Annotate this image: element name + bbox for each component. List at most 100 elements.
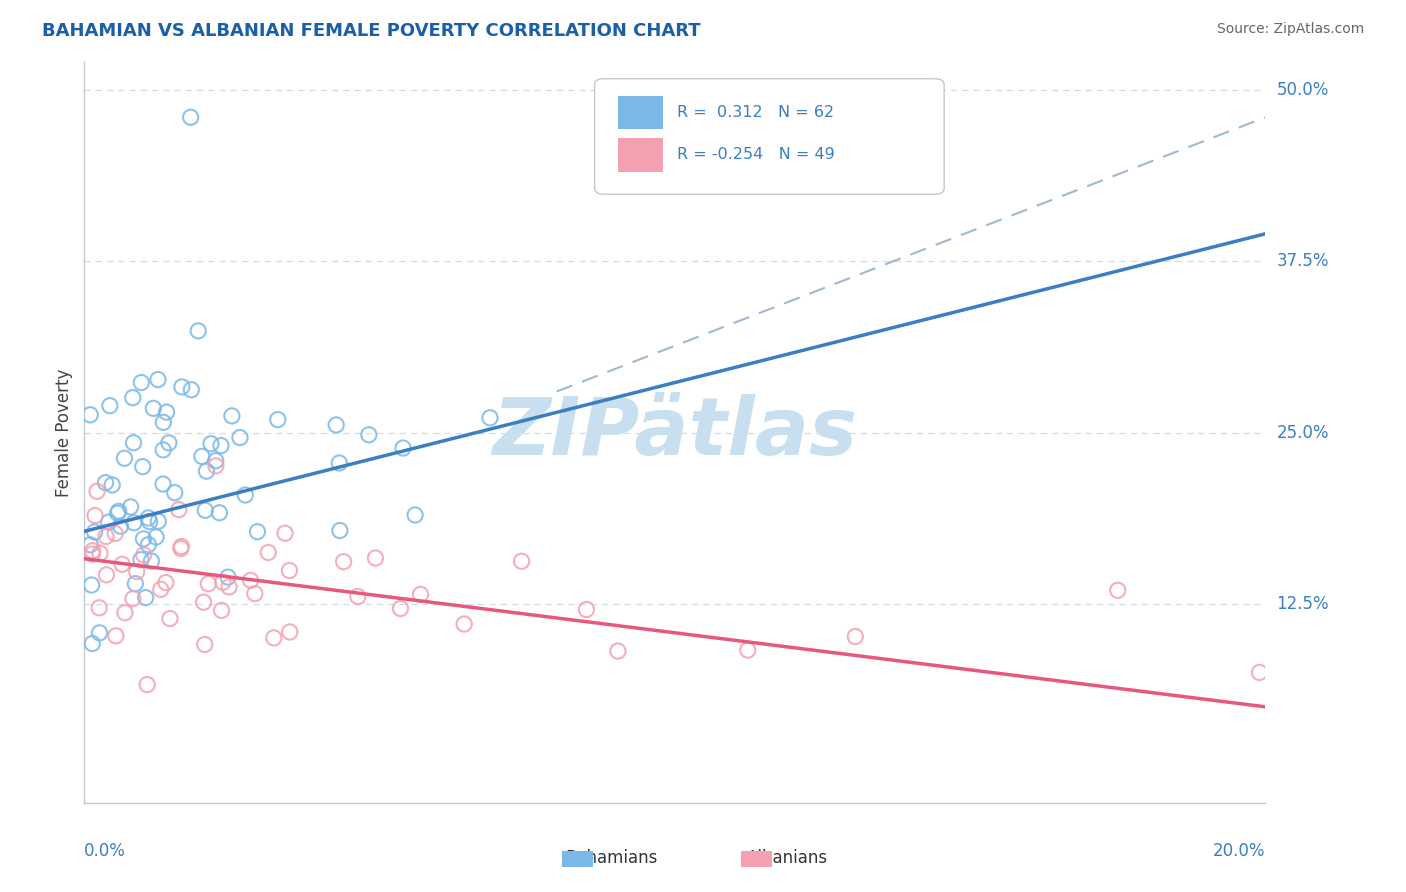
- Point: [152, 477, 174, 491]
- Point: [737, 643, 759, 657]
- Point: [606, 644, 628, 658]
- Point: [328, 456, 350, 470]
- Point: [157, 436, 180, 450]
- Point: [1107, 583, 1129, 598]
- Point: [83, 524, 105, 539]
- Point: [844, 630, 866, 644]
- Point: [274, 526, 297, 541]
- Point: [112, 451, 135, 466]
- Point: [82, 543, 104, 558]
- Point: [364, 551, 387, 566]
- Point: [229, 431, 252, 445]
- Point: [409, 587, 432, 601]
- Point: [243, 587, 266, 601]
- Point: [211, 603, 233, 617]
- Point: [170, 540, 193, 554]
- Point: [145, 530, 167, 544]
- Point: [94, 475, 117, 490]
- Point: [79, 538, 101, 552]
- Point: [194, 503, 217, 517]
- Point: [89, 546, 111, 560]
- Point: [180, 110, 202, 124]
- Point: [97, 515, 120, 529]
- Text: 37.5%: 37.5%: [1277, 252, 1329, 270]
- Point: [204, 454, 226, 468]
- FancyBboxPatch shape: [619, 96, 664, 129]
- Point: [155, 575, 177, 590]
- Point: [132, 548, 155, 562]
- Point: [149, 582, 172, 597]
- Point: [80, 578, 103, 592]
- Point: [132, 532, 155, 546]
- Point: [94, 530, 117, 544]
- Point: [187, 324, 209, 338]
- Point: [575, 602, 598, 616]
- Point: [267, 412, 290, 426]
- Point: [389, 601, 412, 615]
- Point: [170, 380, 193, 394]
- Point: [120, 500, 142, 514]
- Point: [221, 409, 243, 423]
- Point: [212, 575, 235, 590]
- FancyBboxPatch shape: [619, 138, 664, 171]
- Text: 20.0%: 20.0%: [1213, 842, 1265, 860]
- Point: [121, 391, 143, 405]
- Point: [194, 638, 217, 652]
- Point: [138, 538, 160, 552]
- Point: [278, 564, 301, 578]
- Point: [170, 541, 193, 556]
- Point: [1249, 665, 1271, 680]
- Point: [205, 458, 228, 473]
- Point: [193, 595, 215, 609]
- Point: [111, 558, 134, 572]
- Point: [392, 441, 415, 455]
- Text: BAHAMIAN VS ALBANIAN FEMALE POVERTY CORRELATION CHART: BAHAMIAN VS ALBANIAN FEMALE POVERTY CORR…: [42, 22, 700, 40]
- Point: [208, 506, 231, 520]
- Point: [131, 376, 153, 390]
- Point: [479, 410, 502, 425]
- Point: [82, 636, 104, 650]
- Point: [98, 399, 121, 413]
- Point: [148, 514, 170, 528]
- Point: [239, 574, 262, 588]
- Point: [122, 516, 145, 530]
- Point: [159, 611, 181, 625]
- Point: [278, 624, 301, 639]
- Point: [155, 405, 177, 419]
- Point: [218, 580, 240, 594]
- Point: [329, 524, 352, 538]
- Point: [325, 417, 347, 432]
- Point: [191, 450, 214, 464]
- Point: [104, 629, 127, 643]
- Point: [152, 415, 174, 429]
- Point: [136, 511, 159, 525]
- Point: [122, 435, 145, 450]
- Point: [180, 383, 202, 397]
- Text: 12.5%: 12.5%: [1277, 595, 1329, 613]
- Text: Source: ZipAtlas.com: Source: ZipAtlas.com: [1216, 22, 1364, 37]
- Point: [135, 591, 157, 605]
- FancyBboxPatch shape: [595, 78, 945, 194]
- Point: [357, 427, 380, 442]
- Point: [86, 484, 108, 499]
- Point: [136, 677, 159, 691]
- Point: [197, 576, 219, 591]
- Point: [404, 508, 426, 522]
- Point: [89, 600, 111, 615]
- Point: [257, 545, 280, 559]
- Point: [167, 502, 190, 516]
- Point: [79, 408, 101, 422]
- Text: R = -0.254   N = 49: R = -0.254 N = 49: [678, 147, 835, 162]
- Point: [510, 554, 533, 568]
- Point: [89, 626, 111, 640]
- Point: [104, 526, 127, 541]
- Point: [217, 570, 239, 584]
- Point: [233, 488, 256, 502]
- Text: R =  0.312   N = 62: R = 0.312 N = 62: [678, 105, 834, 120]
- Y-axis label: Female Poverty: Female Poverty: [55, 368, 73, 497]
- Point: [131, 459, 153, 474]
- Point: [263, 631, 285, 645]
- Point: [107, 504, 129, 518]
- Text: ZIPätlas: ZIPätlas: [492, 393, 858, 472]
- Point: [124, 576, 146, 591]
